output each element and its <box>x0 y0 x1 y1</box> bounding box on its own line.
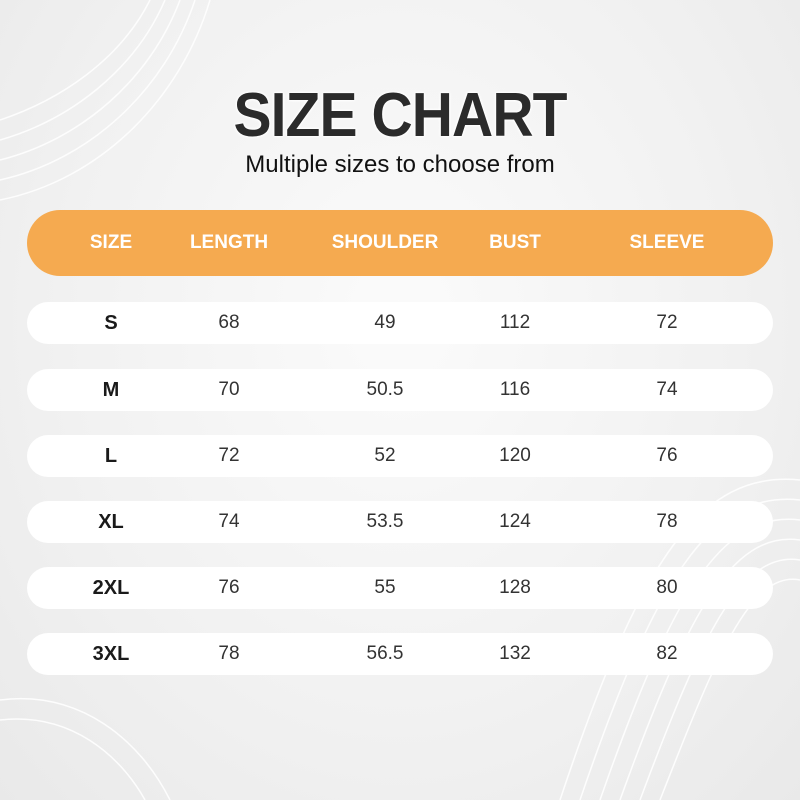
cell-shoulder: 49 <box>374 312 396 333</box>
cell-sleeve: 72 <box>656 312 678 333</box>
cell-bust: 120 <box>499 445 531 466</box>
cell-sleeve: 78 <box>656 511 678 532</box>
cell-bust: 116 <box>499 379 531 400</box>
cell-shoulder: 52 <box>374 445 396 466</box>
cell-bust: 112 <box>499 312 531 333</box>
cell-sleeve: 76 <box>656 445 678 466</box>
cell-shoulder: 53.5 <box>366 511 404 532</box>
cell-length: 70 <box>218 379 240 400</box>
cell-bust: 124 <box>499 511 531 532</box>
cell-shoulder: 56.5 <box>366 643 404 664</box>
size-label: 3XL <box>92 642 130 665</box>
cell-sleeve: 74 <box>656 379 678 400</box>
cell-length: 78 <box>218 643 240 664</box>
table-row: S 68 49 112 72 <box>27 302 773 344</box>
cell-length: 68 <box>218 312 240 333</box>
column-header-size: SIZE <box>89 232 133 253</box>
cell-shoulder: 50.5 <box>366 379 404 400</box>
size-label: M <box>102 378 120 401</box>
column-header-shoulder: SHOULDER <box>331 232 439 253</box>
table-row: XL 74 53.5 124 78 <box>27 501 773 543</box>
cell-sleeve: 82 <box>656 643 678 664</box>
size-label: XL <box>98 510 124 533</box>
size-label: 2XL <box>92 576 130 599</box>
cell-length: 74 <box>218 511 240 532</box>
table-header: SIZE LENGTH SHOULDER BUST SLEEVE <box>27 210 773 276</box>
cell-shoulder: 55 <box>374 577 396 598</box>
cell-bust: 132 <box>499 643 531 664</box>
cell-sleeve: 80 <box>656 577 678 598</box>
size-label: L <box>104 444 118 467</box>
column-header-length: LENGTH <box>189 232 269 253</box>
column-header-bust: BUST <box>489 232 541 253</box>
page-title: SIZE CHART <box>233 81 567 150</box>
cell-bust: 128 <box>499 577 531 598</box>
table-row: 2XL 76 55 128 80 <box>27 567 773 609</box>
page-subtitle: Multiple sizes to choose from <box>245 151 555 178</box>
table-row: M 70 50.5 116 74 <box>27 369 773 411</box>
table-row: 3XL 78 56.5 132 82 <box>27 633 773 675</box>
cell-length: 72 <box>218 445 240 466</box>
column-header-sleeve: SLEEVE <box>629 232 705 253</box>
size-label: S <box>104 311 118 334</box>
cell-length: 76 <box>218 577 240 598</box>
table-row: L 72 52 120 76 <box>27 435 773 477</box>
